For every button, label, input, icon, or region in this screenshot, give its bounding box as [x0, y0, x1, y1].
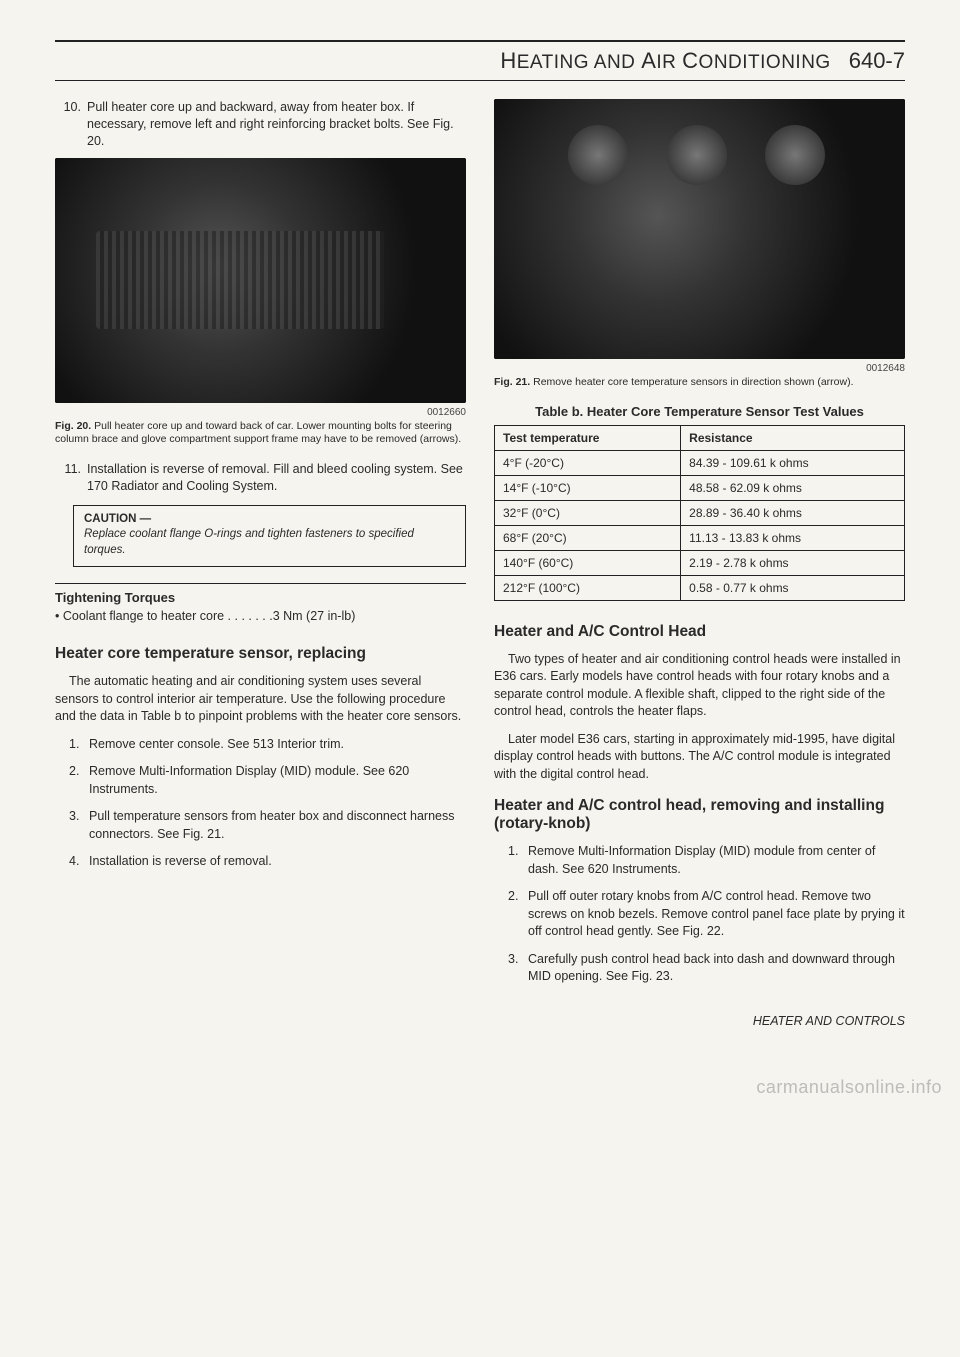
step-number: 3. [508, 951, 528, 986]
step-number: 3. [69, 808, 89, 843]
table-b-title: Table b. Heater Core Temperature Sensor … [494, 404, 905, 419]
step-number: 1. [508, 843, 528, 878]
step-number: 10. [55, 99, 87, 150]
figure-lead: Fig. 20. [55, 420, 91, 432]
section-title-part: H [500, 48, 516, 73]
photo-id: 0012648 [494, 363, 905, 374]
step-text: Pull off outer rotary knobs from A/C con… [528, 888, 905, 941]
figure-21-photo [494, 99, 905, 359]
cell-temp: 68°F (20°C) [495, 525, 681, 550]
figure-20-caption: Fig. 20. Pull heater core up and toward … [55, 420, 466, 447]
figure-text: Pull heater core up and toward back of c… [55, 420, 461, 446]
table-row: 32°F (0°C)28.89 - 36.40 k ohms [495, 500, 905, 525]
step-text: Installation is reverse of removal. [89, 853, 466, 871]
step-text: Pull heater core up and backward, away f… [87, 99, 466, 150]
section-title: HEATING AND AIR CONDITIONING [500, 48, 830, 74]
cell-res: 48.58 - 62.09 k ohms [681, 475, 905, 500]
photo-fill [765, 125, 825, 185]
table-row: 4°F (-20°C)84.39 - 109.61 k ohms [495, 450, 905, 475]
cell-temp: 4°F (-20°C) [495, 450, 681, 475]
heading-heater-core-sensor: Heater core temperature sensor, replacin… [55, 645, 466, 663]
section-title-part: ONDITIONING [699, 52, 831, 73]
procedure-step-10: 10. Pull heater core up and backward, aw… [55, 99, 466, 150]
left-column: 10. Pull heater core up and backward, aw… [55, 99, 466, 1028]
photo-fill [96, 231, 384, 329]
watermark: carmanualsonline.info [756, 1077, 942, 1098]
sensor-step-3: 3. Pull temperature sensors from heater … [69, 808, 466, 843]
rotary-step-2: 2. Pull off outer rotary knobs from A/C … [508, 888, 905, 941]
paragraph: Two types of heater and air conditioning… [494, 651, 905, 721]
cell-temp: 14°F (-10°C) [495, 475, 681, 500]
step-number: 4. [69, 853, 89, 871]
table-header-row: Test temperature Resistance [495, 425, 905, 450]
rotary-step-3: 3. Carefully push control head back into… [508, 951, 905, 986]
cell-res: 0.58 - 0.77 k ohms [681, 575, 905, 600]
figure-text: Remove heater core temperature sensors i… [530, 376, 853, 388]
photo-fill [568, 125, 628, 185]
sensor-step-1: 1. Remove center console. See 513 Interi… [69, 736, 466, 754]
section-title-part: C [682, 48, 698, 73]
footer-section-label: HEATER AND CONTROLS [494, 1014, 905, 1028]
photo-fill [667, 125, 727, 185]
figure-21-caption: Fig. 21. Remove heater core temperature … [494, 376, 905, 390]
header-rule-bottom [55, 80, 905, 81]
table-row: 14°F (-10°C)48.58 - 62.09 k ohms [495, 475, 905, 500]
section-title-part: IR [656, 52, 682, 73]
manual-page: HEATING AND AIR CONDITIONING 640-7 10. P… [0, 0, 960, 1108]
table-row: 212°F (100°C)0.58 - 0.77 k ohms [495, 575, 905, 600]
table-header-resistance: Resistance [681, 425, 905, 450]
sensor-step-4: 4. Installation is reverse of removal. [69, 853, 466, 871]
cell-temp: 32°F (0°C) [495, 500, 681, 525]
section-title-part: EATING AND [517, 52, 641, 73]
photo-id: 0012660 [55, 407, 466, 418]
step-number: 11. [55, 461, 87, 495]
step-number: 2. [69, 763, 89, 798]
caution-heading: CAUTION — [84, 512, 455, 528]
header-rule-top [55, 40, 905, 42]
heading-rotary-knob: Heater and A/C control head, removing an… [494, 797, 905, 833]
figure-20-photo [55, 158, 466, 403]
torque-spec-row: Coolant flange to heater core . . . . . … [55, 609, 466, 623]
step-text: Installation is reverse of removal. Fill… [87, 461, 466, 495]
step-text: Remove Multi-Information Display (MID) m… [528, 843, 905, 878]
caution-text: Replace coolant flange O-rings and tight… [84, 527, 455, 558]
cell-temp: 212°F (100°C) [495, 575, 681, 600]
cell-temp: 140°F (60°C) [495, 550, 681, 575]
rotary-step-1: 1. Remove Multi-Information Display (MID… [508, 843, 905, 878]
page-number: 640-7 [849, 48, 905, 74]
step-text: Remove center console. See 513 Interior … [89, 736, 466, 754]
table-row: 68°F (20°C)11.13 - 13.83 k ohms [495, 525, 905, 550]
right-column: 0012648 Fig. 21. Remove heater core temp… [494, 99, 905, 1028]
caution-box: CAUTION — Replace coolant flange O-rings… [73, 505, 466, 568]
torque-value: 3 Nm (27 in-lb) [273, 609, 356, 623]
step-text: Carefully push control head back into da… [528, 951, 905, 986]
sensor-step-2: 2. Remove Multi-Information Display (MID… [69, 763, 466, 798]
step-text: Remove Multi-Information Display (MID) m… [89, 763, 466, 798]
table-header-temperature: Test temperature [495, 425, 681, 450]
divider [55, 583, 466, 584]
cell-res: 28.89 - 36.40 k ohms [681, 500, 905, 525]
table-row: 140°F (60°C)2.19 - 2.78 k ohms [495, 550, 905, 575]
two-column-layout: 10. Pull heater core up and backward, aw… [55, 99, 905, 1028]
section-title-part: A [641, 48, 656, 73]
step-text: Pull temperature sensors from heater box… [89, 808, 466, 843]
cell-res: 84.39 - 109.61 k ohms [681, 450, 905, 475]
cell-res: 11.13 - 13.83 k ohms [681, 525, 905, 550]
heading-control-head: Heater and A/C Control Head [494, 623, 905, 641]
paragraph: The automatic heating and air conditioni… [55, 673, 466, 726]
paragraph: Later model E36 cars, starting in approx… [494, 731, 905, 784]
page-header: HEATING AND AIR CONDITIONING 640-7 [55, 48, 905, 74]
procedure-step-11: 11. Installation is reverse of removal. … [55, 461, 466, 495]
sensor-test-table: Test temperature Resistance 4°F (-20°C)8… [494, 425, 905, 601]
step-number: 1. [69, 736, 89, 754]
torque-label: Coolant flange to heater core . . . . . … [55, 609, 273, 623]
step-number: 2. [508, 888, 528, 941]
tightening-torques-title: Tightening Torques [55, 590, 466, 605]
cell-res: 2.19 - 2.78 k ohms [681, 550, 905, 575]
figure-lead: Fig. 21. [494, 376, 530, 388]
